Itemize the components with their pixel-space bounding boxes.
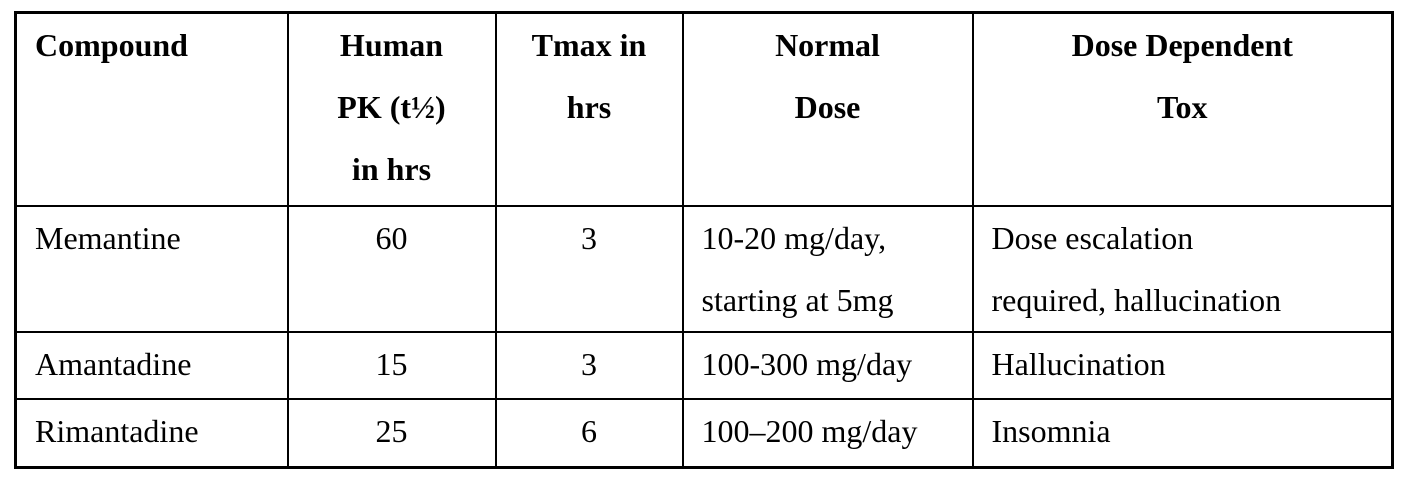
table-cell: Memantine (16, 206, 288, 332)
header-cell: Tmax inhrs (496, 13, 683, 206)
table-cell: 3 (496, 332, 683, 399)
table-cell: Insomnia (973, 399, 1393, 468)
table-row: Rimantadine 25 6 100–200 mg/day Insomnia (16, 399, 1393, 468)
cell-line: in hrs (307, 138, 477, 200)
header-cell: HumanPK (t½)in hrs (288, 13, 496, 206)
cell-line: 25 (307, 400, 477, 462)
header-cell: Dose DependentTox (973, 13, 1393, 206)
cell-line: 15 (307, 333, 477, 395)
cell-line: Hallucination (992, 333, 1374, 395)
cell-line: Insomnia (992, 400, 1374, 462)
cell-line: 10-20 mg/day, (702, 207, 954, 269)
table-cell: 25 (288, 399, 496, 468)
cell-line: Dose (702, 76, 954, 138)
table-cell: Hallucination (973, 332, 1393, 399)
cell-line: Tox (992, 76, 1374, 138)
table-body: Memantine 60 3 10-20 mg/day,starting at 5mg… (16, 206, 1393, 468)
cell-line: Rimantadine (35, 400, 269, 462)
cell-line: starting at 5mg (702, 269, 954, 331)
cell-line: PK (t½) (307, 76, 477, 138)
cell-line: required, hallucination (992, 269, 1374, 331)
table-row: Memantine 60 3 10-20 mg/day,starting at 5mg… (16, 206, 1393, 332)
table-cell: 100–200 mg/day (683, 399, 973, 468)
table-cell: Rimantadine (16, 399, 288, 468)
table-cell: 6 (496, 399, 683, 468)
cell-line: 100–200 mg/day (702, 400, 954, 462)
cell-line: Amantadine (35, 333, 269, 395)
cell-line: Tmax in (515, 14, 664, 76)
table-cell: Amantadine (16, 332, 288, 399)
header-cell: Compound (16, 13, 288, 206)
cell-line: 3 (515, 207, 664, 269)
cell-line: 60 (307, 207, 477, 269)
cell-line: Dose escalation (992, 207, 1374, 269)
cell-line: Memantine (35, 207, 269, 269)
table-cell: 3 (496, 206, 683, 332)
cell-line: Compound (35, 14, 269, 76)
page: CompoundHumanPK (t½)in hrsTmax inhrsNorm… (0, 0, 1404, 481)
table-cell: 10-20 mg/day,starting at 5mg (683, 206, 973, 332)
cell-line: hrs (515, 76, 664, 138)
cell-line: 3 (515, 333, 664, 395)
cell-line: Normal (702, 14, 954, 76)
table-cell: 60 (288, 206, 496, 332)
table-row: Amantadine 15 3 100-300 mg/day Hallucination (16, 332, 1393, 399)
header-row: CompoundHumanPK (t½)in hrsTmax inhrsNorm… (16, 13, 1393, 206)
table-cell: Dose escalationrequired, hallucination (973, 206, 1393, 332)
table-cell: 100-300 mg/day (683, 332, 973, 399)
table-header: CompoundHumanPK (t½)in hrsTmax inhrsNorm… (16, 13, 1393, 206)
cell-line: Dose Dependent (992, 14, 1374, 76)
table-cell: 15 (288, 332, 496, 399)
cell-line: 6 (515, 400, 664, 462)
cell-line: Human (307, 14, 477, 76)
header-cell: NormalDose (683, 13, 973, 206)
cell-line: 100-300 mg/day (702, 333, 954, 395)
data-table: CompoundHumanPK (t½)in hrsTmax inhrsNorm… (14, 11, 1394, 469)
